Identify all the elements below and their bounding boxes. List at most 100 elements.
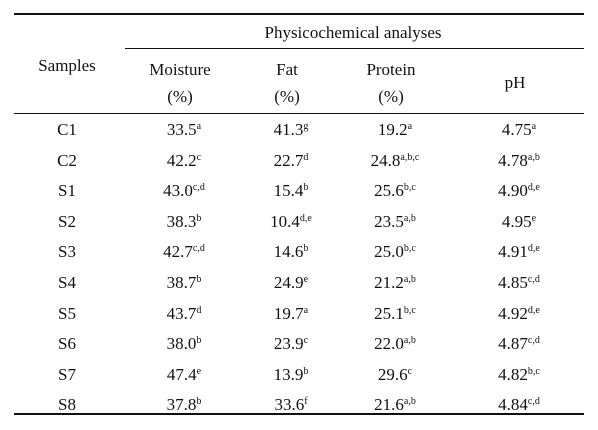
- cell-superscript: b: [196, 335, 202, 347]
- cell: 43.7d: [167, 304, 202, 324]
- sample-label: S3: [58, 242, 76, 262]
- cell-superscript: a,b: [403, 212, 416, 224]
- column-header: Protein: [366, 60, 416, 79]
- cell-value: 43.0: [163, 181, 193, 201]
- cell-value: 15.4: [273, 181, 304, 201]
- cell-superscript: c,d: [527, 335, 540, 347]
- cell: 4.84c,d: [498, 395, 540, 415]
- sample-label: C1: [57, 120, 77, 139]
- cell-superscript: a: [196, 121, 202, 132]
- cell-superscript: a: [303, 304, 309, 316]
- cell-superscript: c: [196, 151, 202, 163]
- cell-superscript: d,e: [299, 212, 312, 224]
- cell-superscript: b,c: [403, 182, 416, 194]
- cell-superscript: a,b: [403, 274, 416, 285]
- cell-value: 14.6: [273, 242, 304, 262]
- column-header: (%): [378, 87, 404, 106]
- cell: 4.92d,e: [498, 304, 540, 324]
- sample-label: S8: [58, 395, 76, 415]
- cell-value: 4.84: [498, 395, 528, 415]
- cell-value: 4.90: [498, 181, 528, 201]
- cell-superscript: c: [303, 335, 309, 347]
- cell-value: 21.2: [374, 273, 404, 292]
- cell-value: 29.6: [377, 364, 408, 384]
- cell: 33.5a: [167, 120, 201, 140]
- cell: 23.9c: [274, 334, 308, 354]
- cell: 33.6f: [274, 395, 307, 415]
- cell-value: 41.3: [273, 120, 304, 139]
- cell: 41.3g: [274, 120, 309, 140]
- cell-superscript: b,c: [403, 304, 416, 316]
- sample-label: S4: [58, 273, 76, 292]
- cell: 25.1b,c: [374, 304, 416, 324]
- cell-superscript: a: [531, 121, 537, 132]
- cell-value: 38.3: [166, 211, 197, 231]
- cell-superscript: c,d: [527, 396, 540, 408]
- cell: 4.90d,e: [498, 181, 540, 201]
- cell-value: 4.85: [498, 273, 528, 292]
- cell-superscript: e: [303, 274, 309, 285]
- cell: 29.6c: [378, 365, 412, 385]
- cell-value: 4.92: [498, 303, 528, 323]
- cell-superscript: d,e: [527, 182, 540, 194]
- cell-superscript: a,b,c: [400, 151, 420, 163]
- cell: 14.6b: [274, 242, 309, 262]
- cell: 10.4d,e: [270, 212, 312, 232]
- sample-label: S1: [58, 181, 76, 201]
- cell-superscript: b: [196, 212, 202, 224]
- cell-value: 21.6: [374, 395, 404, 415]
- cell-value: 42.2: [166, 150, 197, 170]
- cell: 38.3b: [167, 212, 202, 232]
- cell-value: 4.87: [498, 334, 528, 354]
- group-header: Physicochemical analyses: [264, 23, 442, 42]
- cell: 19.7a: [274, 304, 308, 324]
- cell-value: 38.0: [166, 334, 197, 354]
- cell: 21.6a,b: [374, 395, 416, 415]
- cell-value: 24.8: [370, 150, 401, 170]
- cell: 25.6b,c: [374, 181, 416, 201]
- cell-value: 22.7: [273, 150, 304, 170]
- cell-value: 24.9: [273, 273, 304, 292]
- bottom-rule: [14, 413, 584, 415]
- cell-value: 38.7: [166, 273, 197, 292]
- cell-superscript: a,b: [403, 396, 416, 408]
- cell-value: 33.5: [166, 120, 197, 139]
- cell-value: 23.9: [273, 334, 304, 354]
- cell-superscript: c,d: [192, 182, 205, 194]
- cell-value: 4.91: [498, 242, 528, 262]
- cell-superscript: d,e: [527, 304, 540, 316]
- cell: 37.8b: [167, 395, 202, 415]
- cell: 4.75a: [502, 120, 536, 140]
- cell-superscript: e: [531, 212, 537, 224]
- cell: 25.0b,c: [374, 242, 416, 262]
- sample-label: C2: [57, 150, 77, 170]
- cell: 24.9e: [274, 273, 308, 293]
- sample-label: S5: [58, 303, 76, 323]
- column-header: Moisture: [149, 60, 211, 79]
- cell-superscript: b: [196, 274, 202, 285]
- cell-value: 19.7: [273, 303, 304, 323]
- cell-superscript: b: [303, 365, 309, 377]
- cell-value: 19.2: [377, 120, 408, 139]
- cell: 21.2a,b: [374, 273, 416, 293]
- cell-superscript: b: [303, 182, 309, 194]
- cell-value: 42.7: [163, 242, 193, 262]
- cell-value: 4.75: [501, 120, 532, 139]
- cell-value: 43.7: [166, 303, 197, 323]
- cell-value: 23.5: [374, 211, 404, 231]
- cell-superscript: f: [304, 396, 308, 408]
- cell-value: 25.1: [374, 303, 404, 323]
- cell: 22.0a,b: [374, 334, 416, 354]
- cell: 4.87c,d: [498, 334, 540, 354]
- cell-superscript: e: [196, 365, 202, 377]
- cell-superscript: b,c: [403, 243, 416, 255]
- cell: 24.8a,b,c: [371, 151, 420, 171]
- cell: 43.0c,d: [163, 181, 205, 201]
- cell-superscript: c,d: [527, 274, 540, 285]
- cell-value: 10.4: [270, 211, 300, 231]
- group-rule: [125, 48, 584, 49]
- cell: 42.2c: [167, 151, 201, 171]
- cell-superscript: c: [407, 365, 413, 377]
- cell-superscript: g: [303, 121, 309, 132]
